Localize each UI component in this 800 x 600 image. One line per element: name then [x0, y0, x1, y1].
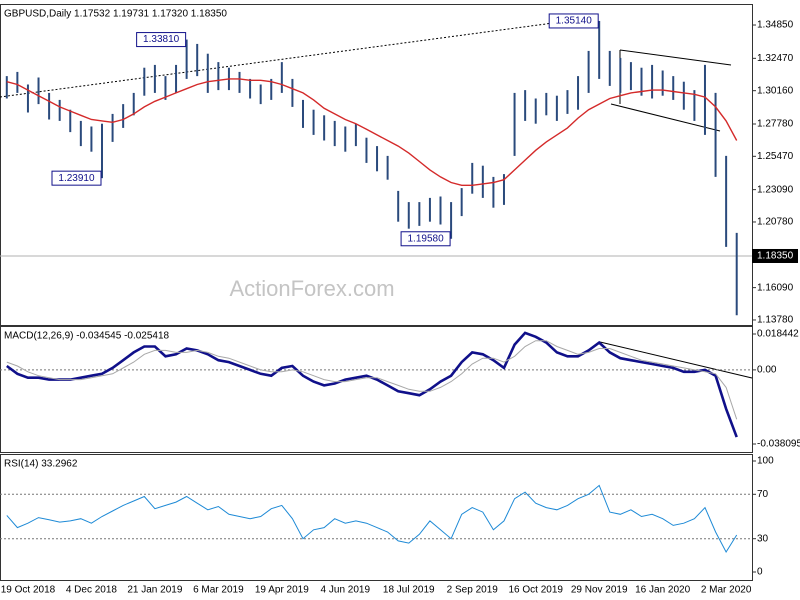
x-tick-label: 21 Jan 2019	[127, 585, 182, 596]
x-tick-label: 2 Mar 2020	[701, 585, 752, 596]
last-price-box	[752, 248, 798, 263]
y-tick-label: 0.00	[757, 365, 777, 376]
y-tick-label: 1.27780	[757, 119, 794, 130]
indicator-line	[6, 484, 738, 554]
y-tick-label: 1.20780	[757, 217, 794, 228]
rsi-panel-frame	[0, 454, 753, 581]
x-tick-label: 19 Oct 2018	[1, 585, 56, 596]
x-tick-label: 6 Mar 2019	[193, 585, 244, 596]
price-annotation: 1.19580	[408, 233, 445, 244]
price-annotation-box	[51, 170, 102, 186]
y-tick-label: 1.30160	[757, 85, 794, 96]
panel-title: RSI(14) 33.2962	[4, 459, 78, 470]
panel-title: MACD(12,26,9) -0.034545 -0.025418	[4, 331, 170, 342]
y-tick-label: -0.038095	[757, 439, 800, 450]
x-tick-label: 16 Jan 2020	[635, 585, 690, 596]
y-tick-label: 0	[757, 567, 763, 578]
y-tick-label: 1.23090	[757, 184, 794, 195]
x-tick-label: 4 Jun 2019	[321, 585, 371, 596]
price-annotation: 1.23910	[58, 173, 95, 184]
y-tick-label: 30	[757, 533, 769, 544]
price-annotation: 1.33810	[143, 34, 180, 45]
y-tick-label: 0.018442	[757, 329, 799, 340]
price-panel-frame	[0, 4, 753, 326]
indicator-line	[6, 340, 738, 420]
price-annotation-box	[548, 13, 599, 29]
price-annotation-box	[400, 231, 451, 247]
x-tick-label: 29 Nov 2019	[571, 585, 628, 596]
watermark: ActionForex.com	[229, 276, 394, 301]
channel-lower	[610, 103, 721, 132]
x-tick-label: 16 Oct 2019	[508, 585, 563, 596]
x-tick-label: 19 Apr 2019	[255, 585, 309, 596]
x-tick-label: 4 Dec 2018	[66, 585, 118, 596]
y-tick-label: 1.32470	[757, 53, 794, 64]
y-tick-label: 1.13780	[757, 315, 794, 326]
resistance-trendline	[0, 16, 599, 98]
price-annotation: 1.35140	[556, 16, 593, 27]
panel-title: GBPUSD,Daily 1.17532 1.19731 1.17320 1.1…	[4, 9, 227, 20]
last-price-label: 1.18350	[757, 251, 794, 262]
x-tick-label: 18 Jul 2019	[383, 585, 435, 596]
y-tick-label: 1.34850	[757, 20, 794, 31]
channel-upper	[619, 49, 732, 66]
y-tick-label: 1.25470	[757, 151, 794, 162]
x-tick-label: 2 Sep 2019	[447, 585, 499, 596]
macd-trendline	[599, 341, 753, 379]
price-annotation-box	[136, 32, 187, 48]
macd-panel-frame	[0, 326, 753, 453]
y-tick-label: 1.16090	[757, 282, 794, 293]
y-tick-label: 100	[757, 456, 774, 467]
moving-average	[6, 78, 738, 186]
y-tick-label: 70	[757, 489, 769, 500]
